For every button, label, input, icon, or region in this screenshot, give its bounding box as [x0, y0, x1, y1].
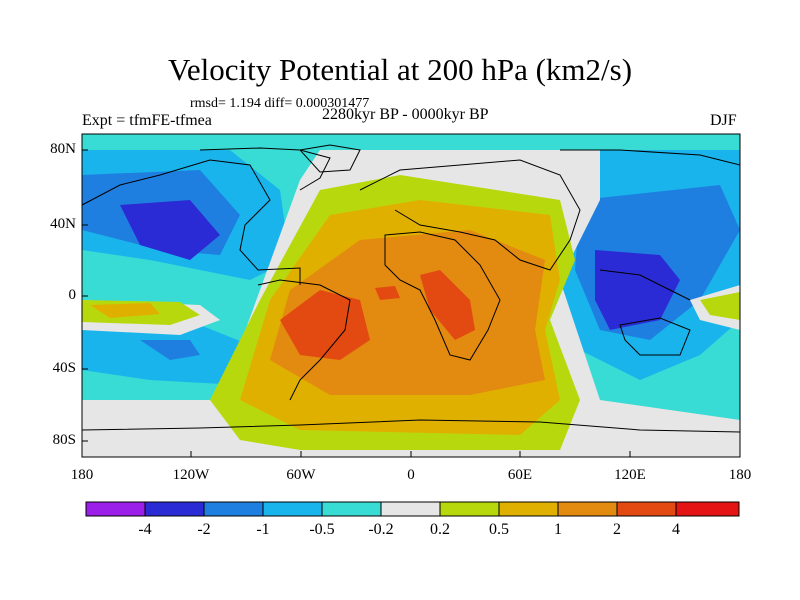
colorbar-bin-11	[675, 501, 740, 517]
colorbar-bin-7	[439, 501, 500, 517]
stats-text: rmsd= 1.194 diff= 0.000301477	[190, 96, 370, 111]
colorbar-bin-3	[203, 501, 264, 517]
colorbar-label: 1	[554, 521, 562, 538]
colorbar-bin-9	[557, 501, 618, 517]
lon-tick-label: 0	[407, 467, 415, 483]
colorbar-label: 4	[672, 521, 680, 538]
lon-tick-label: 60E	[507, 467, 533, 483]
colorbar-label: 2	[613, 521, 621, 538]
axis-ticks	[82, 149, 631, 457]
period-label: 2280kyr BP - 0000kyr BP	[322, 106, 489, 123]
lon-tick-label: 120W	[172, 467, 210, 483]
colorbar-label: -1	[256, 521, 270, 538]
colorbar-bin-1	[85, 501, 146, 517]
lon-tick-label: 180	[728, 467, 752, 483]
colorbar-bin-5	[321, 501, 382, 517]
colorbar-label: -0.5	[309, 521, 335, 538]
colorbar-bin-4	[262, 501, 323, 517]
experiment-label: Expt = tfmFE-tfmea	[82, 112, 212, 129]
colorbar-label: 0.2	[430, 521, 450, 538]
lat-tick-label: 40S	[52, 360, 76, 376]
colorbar-label: -2	[197, 521, 211, 538]
lat-tick-label: 80N	[50, 141, 76, 157]
colorbar-bin-10	[616, 501, 677, 517]
colorbar-bin-8	[498, 501, 559, 517]
lat-tick-label: 80S	[52, 432, 76, 448]
lon-tick-label: 180	[70, 467, 94, 483]
coastlines	[82, 144, 740, 433]
lat-tick-label: 40N	[50, 216, 76, 232]
contour-field	[82, 134, 740, 457]
chart-title: Velocity Potential at 200 hPa (km2/s)	[167, 52, 633, 87]
colorbar-bin-2	[144, 501, 205, 517]
lat-tick-label: 0	[68, 287, 77, 303]
colorbar-label: 0.5	[489, 521, 509, 538]
colorbar-bin-6	[380, 501, 441, 517]
colorbar-label: -0.2	[368, 521, 394, 538]
colorbar-label: -4	[138, 521, 152, 538]
lon-tick-label: 120E	[614, 467, 646, 483]
colorbar	[85, 501, 740, 517]
season-label: DJF	[710, 112, 737, 129]
lon-tick-label: 60W	[286, 467, 316, 483]
